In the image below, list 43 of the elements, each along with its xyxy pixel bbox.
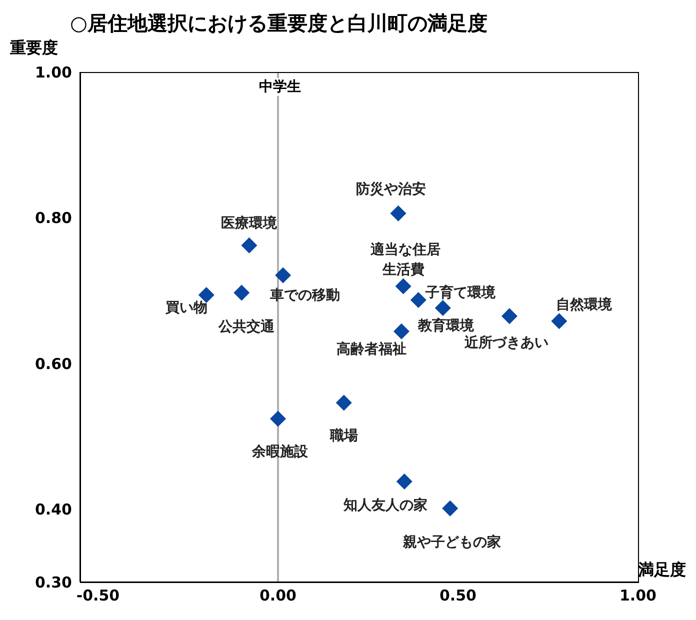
point — [396, 473, 412, 490]
point — [393, 323, 410, 340]
annotation: 教育環境 — [416, 317, 475, 334]
x-tick-label: 1.00 — [619, 586, 657, 605]
chart-title: ○居住地選択における重要度と白川町の満足度 — [70, 10, 488, 37]
annotation: 公共交通 — [218, 318, 276, 335]
point — [234, 284, 250, 301]
y-tick-label: 0.80 — [34, 209, 72, 228]
annotation: 医療環境 — [221, 214, 278, 232]
annotation: 近所づきあい — [463, 334, 548, 352]
x-tick-label: 0.50 — [439, 586, 477, 605]
point — [395, 278, 412, 294]
annotation: 買い物 — [164, 300, 208, 316]
annotation: 高齢者福祉 — [336, 340, 406, 358]
annotation: 適当な住居 — [369, 241, 440, 258]
point — [241, 237, 258, 254]
point — [434, 300, 451, 316]
x-axis-title: 満足度 — [638, 560, 686, 581]
annotation: 余暇施設 — [251, 444, 309, 460]
y-axis-title: 重要度 — [10, 38, 58, 59]
annotation: 生活費 — [381, 262, 424, 278]
annotation: 中学生 — [258, 78, 302, 96]
point — [501, 308, 518, 324]
annotation: 職場 — [328, 426, 358, 444]
point — [390, 205, 406, 222]
point — [336, 394, 352, 411]
annotation: 自然環境 — [556, 296, 614, 314]
annotation: 親や子どもの家 — [402, 533, 502, 550]
point — [410, 292, 426, 308]
point — [270, 410, 286, 427]
annotation: 車での移動 — [269, 287, 340, 304]
annotation: 子育て環境 — [424, 284, 496, 302]
annotation: 防災や治安 — [356, 180, 426, 198]
y-tick-label: 1.00 — [34, 63, 72, 82]
point — [275, 267, 292, 284]
x-tick-label: 0.00 — [259, 586, 297, 605]
y-tick-label: 0.30 — [34, 573, 72, 592]
point — [442, 500, 458, 516]
x-tick-label: -0.50 — [76, 586, 120, 605]
y-tick-label: 0.40 — [34, 500, 72, 518]
annotation: 知人友人の家 — [342, 496, 428, 514]
point — [551, 313, 568, 330]
y-tick-label: 0.60 — [34, 354, 72, 373]
